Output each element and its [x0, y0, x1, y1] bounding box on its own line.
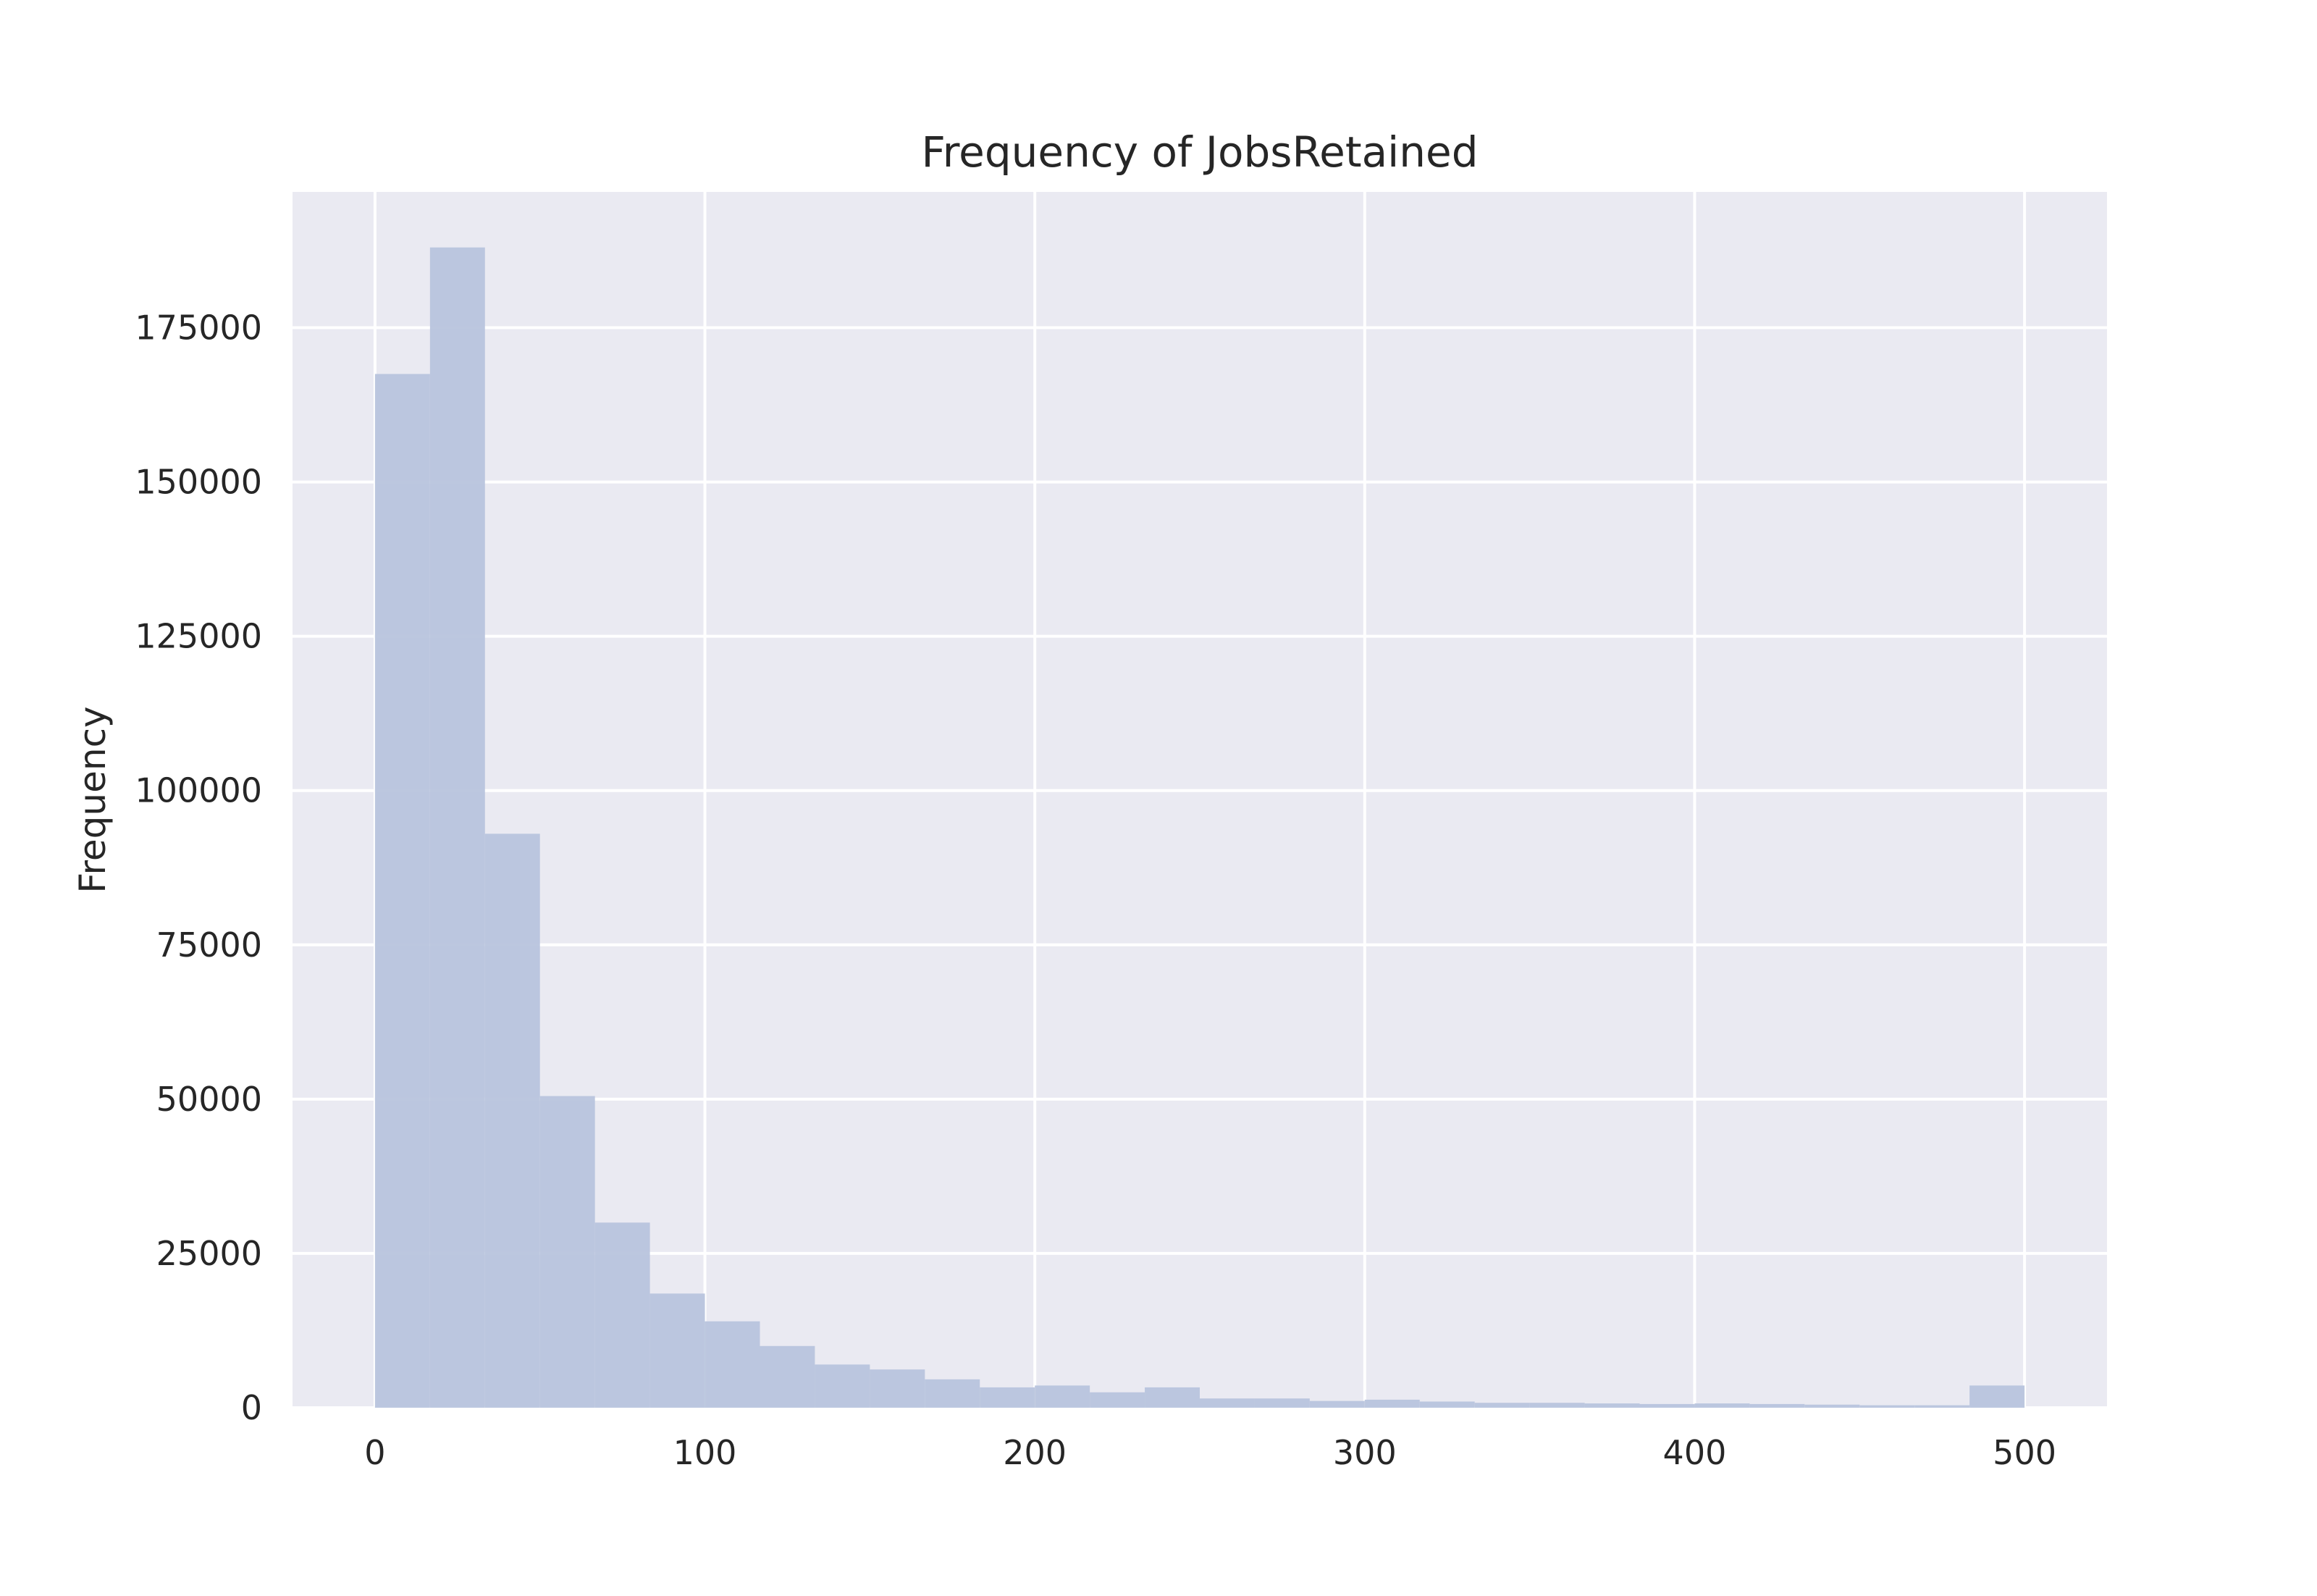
histogram-bar [1914, 1405, 1970, 1408]
histogram-bar [1145, 1387, 1200, 1408]
y-tick-label: 175000 [135, 308, 262, 348]
y-tick-label: 75000 [156, 925, 262, 965]
histogram-bar [1584, 1403, 1640, 1408]
histogram-bar [429, 247, 485, 1408]
y-axis-tick-labels: 0 25000 50000 75000 100000 125000 150000 175000 [135, 308, 262, 1427]
histogram-bar [1804, 1404, 1860, 1408]
histogram-bar [1419, 1401, 1475, 1408]
histogram-bar [1364, 1399, 1420, 1408]
histogram-bars [374, 247, 2025, 1408]
x-tick-label: 0 [364, 1433, 385, 1472]
histogram-bar [1749, 1403, 1805, 1408]
y-axis-label: Frequency [72, 706, 114, 893]
histogram-bar [1529, 1403, 1585, 1408]
x-tick-label: 500 [1993, 1433, 2056, 1472]
x-tick-label: 300 [1333, 1433, 1397, 1472]
x-tick-label: 400 [1663, 1433, 1727, 1472]
histogram-bar [1694, 1403, 1750, 1408]
histogram-bar [980, 1387, 1035, 1408]
histogram-bar [870, 1369, 925, 1408]
y-tick-label: 100000 [135, 771, 262, 810]
histogram-bar [705, 1321, 760, 1408]
histogram-bar [815, 1364, 870, 1408]
y-tick-label: 125000 [135, 617, 262, 656]
y-tick-label: 0 [241, 1388, 262, 1427]
histogram-bar [594, 1222, 650, 1408]
histogram-bar [1200, 1398, 1255, 1408]
y-tick-label: 150000 [135, 463, 262, 502]
histogram-bar [1090, 1392, 1145, 1408]
y-tick-label: 25000 [156, 1234, 262, 1273]
histogram-bar [1639, 1403, 1695, 1408]
histogram-bar [484, 833, 540, 1408]
histogram-bar [1859, 1405, 1915, 1408]
histogram-bar [760, 1345, 815, 1408]
x-tick-label: 200 [1003, 1433, 1067, 1472]
histogram-bar [925, 1379, 980, 1408]
histogram-bar [1309, 1400, 1365, 1408]
histogram-bar [374, 374, 430, 1408]
chart-title: Frequency of JobsRetained [921, 127, 1478, 177]
histogram-bar [539, 1096, 595, 1408]
histogram-bar [1254, 1398, 1310, 1408]
histogram-bar [1035, 1385, 1090, 1408]
histogram-bar [1969, 1385, 2025, 1408]
y-tick-label: 50000 [156, 1080, 262, 1119]
histogram-bar [649, 1293, 705, 1408]
x-tick-label: 100 [673, 1433, 737, 1472]
histogram-bar [1474, 1403, 1530, 1408]
x-axis-tick-labels: 0 100 200 300 400 500 [364, 1433, 2056, 1472]
